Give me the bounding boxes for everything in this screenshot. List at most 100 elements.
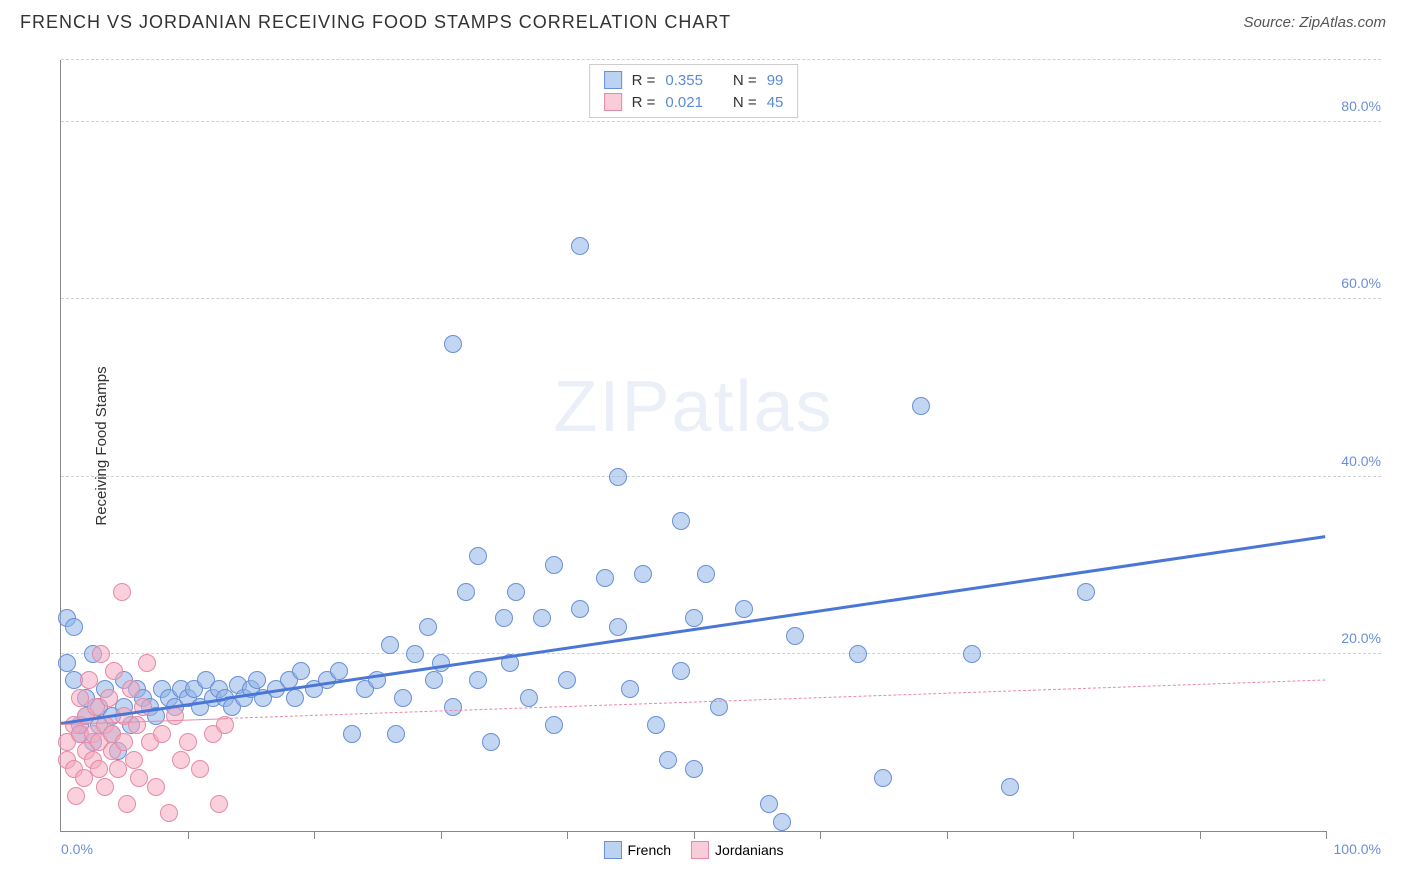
x-tick [947,831,948,839]
data-point-french [495,609,513,627]
data-point-french [381,636,399,654]
data-point-french [292,662,310,680]
y-tick-label: 20.0% [1341,630,1381,646]
data-point-jordanians [147,778,165,796]
data-point-french [469,671,487,689]
data-point-french [672,512,690,530]
grid-line [61,476,1381,477]
data-point-french [533,609,551,627]
data-point-french [558,671,576,689]
trend-line-jordanians-ext [225,679,1326,719]
data-point-jordanians [191,760,209,778]
data-point-french [849,645,867,663]
x-tick [1326,831,1327,839]
x-tick [314,831,315,839]
data-point-french [1001,778,1019,796]
source-attribution: Source: ZipAtlas.com [1243,14,1386,31]
data-point-french [444,335,462,353]
data-point-jordanians [90,760,108,778]
series-legend: French Jordanians [603,841,783,859]
data-point-french [545,716,563,734]
legend-r-label: R = [632,94,656,111]
data-point-french [634,565,652,583]
grid-line [61,121,1381,122]
data-point-french [609,618,627,636]
data-point-jordanians [138,654,156,672]
data-point-jordanians [179,733,197,751]
y-tick-label: 60.0% [1341,275,1381,291]
data-point-french [1077,583,1095,601]
correlation-legend: R =0.355N =99R =0.021N =45 [589,64,799,118]
watermark-text: ZIPatlas [553,366,833,448]
data-point-french [286,689,304,707]
data-point-french [248,671,266,689]
data-point-jordanians [92,645,110,663]
data-point-jordanians [125,751,143,769]
x-tick [694,831,695,839]
data-point-french [773,813,791,831]
data-point-jordanians [71,689,89,707]
legend-n-label: N = [733,72,757,89]
legend-r-value: 0.021 [665,94,703,111]
data-point-jordanians [153,725,171,743]
data-point-french [672,662,690,680]
data-point-jordanians [122,680,140,698]
data-point-french [545,556,563,574]
series-legend-item: Jordanians [691,841,784,859]
data-point-jordanians [118,795,136,813]
x-tick [188,831,189,839]
data-point-french [444,698,462,716]
data-point-french [58,654,76,672]
data-point-jordanians [160,804,178,822]
data-point-french [697,565,715,583]
data-point-french [387,725,405,743]
data-point-french [394,689,412,707]
data-point-french [647,716,665,734]
data-point-jordanians [100,689,118,707]
data-point-french [520,689,538,707]
x-tick [820,831,821,839]
data-point-jordanians [96,778,114,796]
data-point-french [457,583,475,601]
header: FRENCH VS JORDANIAN RECEIVING FOOD STAMP… [0,0,1406,41]
data-point-french [571,237,589,255]
data-point-french [482,733,500,751]
data-point-french [419,618,437,636]
legend-n-value: 99 [767,72,784,89]
legend-row: R =0.021N =45 [590,91,798,113]
x-axis-min-label: 0.0% [61,841,93,857]
chart-title: FRENCH VS JORDANIAN RECEIVING FOOD STAMP… [20,12,731,33]
grid-line [61,298,1381,299]
data-point-jordanians [166,707,184,725]
data-point-jordanians [80,671,98,689]
series-legend-item: French [603,841,671,859]
x-tick [1200,831,1201,839]
legend-n-value: 45 [767,94,784,111]
grid-line [61,653,1381,654]
data-point-jordanians [172,751,190,769]
y-tick-label: 40.0% [1341,453,1381,469]
data-point-french [786,627,804,645]
legend-swatch [604,93,622,111]
data-point-jordanians [115,733,133,751]
series-legend-label: French [627,842,671,858]
data-point-jordanians [130,769,148,787]
data-point-jordanians [128,716,146,734]
data-point-french [874,769,892,787]
data-point-french [735,600,753,618]
data-point-french [659,751,677,769]
legend-r-label: R = [632,72,656,89]
series-legend-label: Jordanians [715,842,784,858]
data-point-french [571,600,589,618]
grid-line [61,59,1381,60]
data-point-french [621,680,639,698]
data-point-french [963,645,981,663]
trend-line-french-ext [225,536,1326,701]
data-point-french [406,645,424,663]
legend-row: R =0.355N =99 [590,69,798,91]
data-point-jordanians [210,795,228,813]
data-point-french [685,609,703,627]
x-axis-max-label: 100.0% [1334,841,1381,857]
data-point-french [596,569,614,587]
plot-region: ZIPatlas R =0.355N =99R =0.021N =45 Fren… [60,60,1326,832]
